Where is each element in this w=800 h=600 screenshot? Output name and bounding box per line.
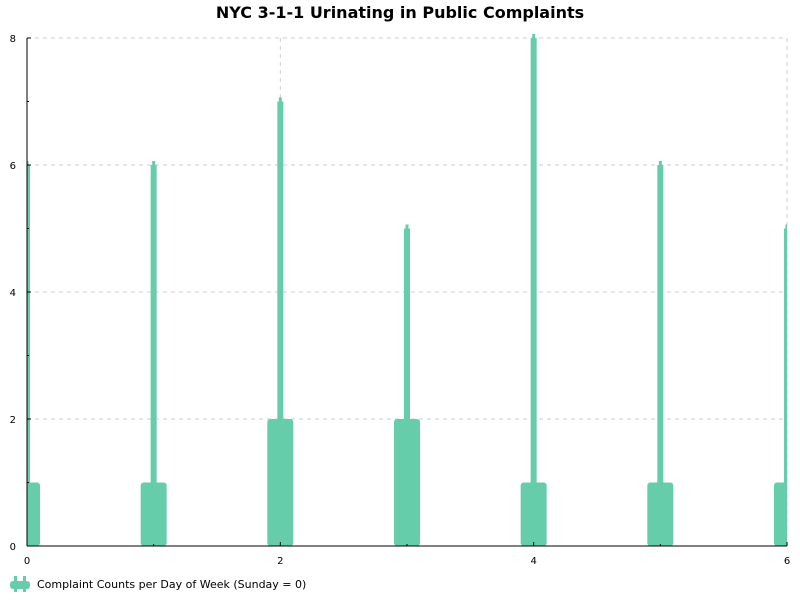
x-tick-label: 6 xyxy=(784,556,790,567)
x-tick-label: 2 xyxy=(277,556,283,567)
bar-base xyxy=(267,419,294,546)
bar-cap xyxy=(658,161,662,165)
bar-total xyxy=(277,101,284,546)
bar-cap xyxy=(532,34,536,38)
bar-total xyxy=(784,228,787,546)
bar-base xyxy=(27,482,40,546)
y-tick-label: 8 xyxy=(10,34,16,45)
bar-cap xyxy=(152,161,156,165)
bar-base xyxy=(140,482,167,546)
bar-total xyxy=(404,228,410,546)
plot-area: 0 2 4 6 8 0 2 4 6 xyxy=(10,34,791,567)
bar-base xyxy=(394,419,420,546)
bar-total xyxy=(657,165,664,546)
bar-total xyxy=(530,38,537,546)
legend-swatch xyxy=(10,576,30,592)
bar-base xyxy=(774,482,787,546)
bars xyxy=(27,34,787,546)
legend-swatch-stem xyxy=(14,576,17,592)
y-tick-label: 4 xyxy=(10,288,16,299)
legend-label: Complaint Counts per Day of Week (Sunday… xyxy=(37,577,307,591)
y-tick-label: 6 xyxy=(10,161,16,172)
legend: Complaint Counts per Day of Week (Sunday… xyxy=(10,575,306,593)
bar-cap xyxy=(278,97,282,102)
x-tick-label: 4 xyxy=(530,556,536,567)
bar-total xyxy=(150,165,157,546)
bar-base xyxy=(647,482,674,546)
bar-cap xyxy=(405,224,409,229)
ticks: 0 2 4 6 8 0 2 4 6 xyxy=(10,34,791,567)
bar-cap xyxy=(27,161,29,165)
y-tick-label: 0 xyxy=(10,542,16,553)
bar-base xyxy=(520,482,547,546)
y-tick-label: 2 xyxy=(10,415,16,426)
bar-cap xyxy=(785,224,787,229)
chart-title: NYC 3-1-1 Urinating in Public Complaints xyxy=(215,3,585,22)
x-tick-label: 0 xyxy=(24,556,30,567)
legend-swatch-stem xyxy=(23,576,26,592)
legend-swatch-base xyxy=(10,581,30,589)
